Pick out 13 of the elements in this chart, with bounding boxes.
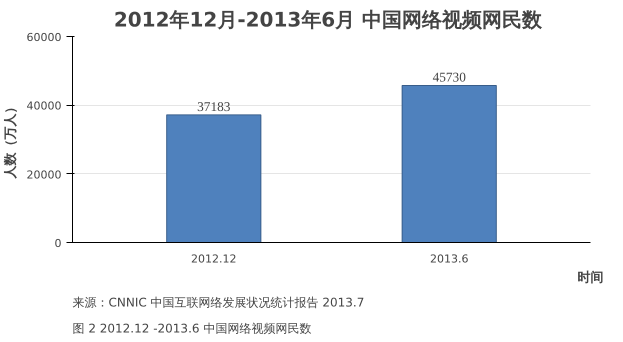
x-axis-title: 时间 (578, 270, 604, 286)
y-tick-label: 0 (54, 237, 62, 250)
caption: 图 2 2012.12 -2013.6 中国网络视频网民数 (72, 322, 312, 336)
y-tick-label: 60000 (26, 31, 62, 44)
y-tick-label: 40000 (26, 100, 62, 113)
chart-title: 2012年12月-2013年6月 中国网络视频网民数 (114, 8, 544, 32)
x-tick-label: 2013.6 (430, 252, 468, 266)
data-label: 45730 (432, 69, 466, 84)
x-tick-label: 2012.12 (191, 252, 237, 266)
y-tick-label: 20000 (26, 168, 62, 182)
y-axis-title: 人数（万人） (4, 100, 19, 180)
data-label: 37183 (197, 98, 231, 114)
source-note: 来源：CNNIC 中国互联网络发展状况统计报告 2013.7 (72, 296, 364, 310)
